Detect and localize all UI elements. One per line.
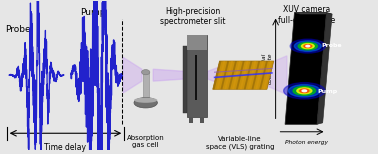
Text: Probe: Probe [5,24,31,34]
Text: Absorption
gas cell: Absorption gas cell [127,135,164,148]
Polygon shape [153,69,186,81]
Text: High-precision
spectrometer slit: High-precision spectrometer slit [160,7,226,26]
Bar [195,55,197,101]
Polygon shape [213,61,274,89]
Polygon shape [255,61,264,89]
Bar [183,46,187,113]
Polygon shape [123,57,142,93]
Polygon shape [259,61,268,89]
Circle shape [284,83,325,99]
Text: Photon energy: Photon energy [285,140,328,145]
Circle shape [288,85,320,97]
Bar [189,117,193,123]
Text: Variable-line
space (VLS) grating: Variable-line space (VLS) grating [206,136,274,150]
Polygon shape [294,13,332,14]
Ellipse shape [141,70,150,75]
Polygon shape [285,13,327,124]
Bar [187,35,207,117]
Polygon shape [248,61,256,89]
Polygon shape [232,61,241,89]
Polygon shape [260,56,287,95]
Polygon shape [317,13,332,124]
Bar [187,35,207,50]
Circle shape [304,45,312,48]
Polygon shape [208,67,219,83]
Circle shape [298,42,318,50]
Polygon shape [213,61,222,89]
Text: Probe: Probe [321,43,342,48]
Circle shape [290,39,325,53]
Polygon shape [220,61,229,89]
Circle shape [293,86,316,95]
Polygon shape [217,61,225,89]
Text: Spatial
coordinate: Spatial coordinate [262,53,273,84]
Polygon shape [228,61,237,89]
Polygon shape [263,61,272,89]
Circle shape [294,41,321,51]
Circle shape [297,88,312,94]
Polygon shape [225,61,233,89]
Circle shape [301,44,314,49]
Text: XUV camera
full-chip image: XUV camera full-chip image [278,5,335,24]
Text: Pump: Pump [80,8,106,17]
Polygon shape [251,61,260,89]
Polygon shape [236,61,245,89]
Ellipse shape [134,97,157,108]
FancyBboxPatch shape [143,72,149,101]
Polygon shape [244,61,253,89]
Text: Time delay: Time delay [45,143,87,152]
Circle shape [302,90,307,92]
Text: Pump: Pump [318,89,338,94]
Circle shape [306,45,310,47]
Circle shape [300,89,309,93]
Polygon shape [240,61,249,89]
Ellipse shape [134,98,157,103]
Bar [200,117,204,123]
